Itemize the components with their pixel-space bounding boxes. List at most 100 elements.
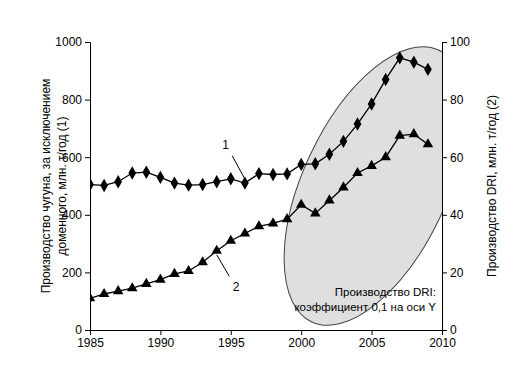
tick-label: 20: [450, 266, 464, 280]
marker: [113, 285, 124, 294]
tick-mark: [85, 330, 90, 331]
tick: 1990: [148, 330, 175, 350]
tick-label: 800: [62, 93, 82, 107]
leader-line: [217, 255, 230, 277]
leader-line: [232, 156, 245, 179]
marker: [338, 181, 349, 190]
marker: [100, 179, 108, 192]
tick-label: 2010: [429, 336, 456, 350]
marker: [185, 178, 193, 191]
marker: [297, 158, 305, 171]
tick-label: 1995: [218, 336, 245, 350]
marker: [269, 168, 277, 181]
marker: [114, 175, 122, 188]
axis-yticks: 02004006008001000: [55, 35, 90, 337]
marker: [324, 194, 335, 203]
marker: [99, 288, 110, 297]
marker: [409, 128, 420, 137]
tick: 20: [442, 266, 464, 280]
axis-line: [91, 331, 443, 336]
highlight-ellipse: [246, 42, 442, 330]
labels: 12Производство чугуна, за исключениемдом…: [39, 79, 499, 313]
marker: [183, 265, 194, 274]
series-label: 2: [233, 280, 240, 294]
marker: [128, 166, 136, 179]
tick-label: 0: [450, 323, 457, 337]
tick: 0: [75, 323, 90, 337]
tick: 1000: [55, 35, 90, 49]
tick-mark: [85, 42, 90, 43]
axis-line: [443, 43, 448, 331]
tick-label: 0: [75, 323, 82, 337]
marker: [213, 175, 221, 188]
marker: [171, 176, 179, 189]
marker: [90, 292, 95, 301]
marker: [354, 117, 362, 130]
tick-mark: [442, 215, 447, 216]
marker: [311, 157, 319, 170]
tick-mark: [442, 330, 447, 331]
tick: 80: [442, 93, 464, 107]
tick-label: 1990: [148, 336, 175, 350]
marker: [283, 167, 291, 180]
marker: [410, 55, 418, 68]
tick-mark: [442, 157, 447, 158]
marker: [227, 172, 235, 185]
marker: [199, 178, 207, 191]
tick-mark: [85, 272, 90, 273]
tick-mark: [372, 330, 373, 335]
tick: 200: [62, 266, 90, 280]
tick: 1995: [218, 330, 245, 350]
marker: [141, 278, 152, 287]
annotation: коэффициент 0,1 на оси Y: [294, 301, 436, 313]
marker: [127, 282, 138, 291]
tick-mark: [160, 330, 161, 335]
tick-mark: [85, 215, 90, 216]
marker: [155, 274, 166, 283]
tick-label: 60: [450, 151, 464, 165]
tick-mark: [231, 330, 232, 335]
tick: 2000: [288, 330, 315, 350]
marker: [368, 97, 376, 110]
background: [246, 42, 442, 330]
marker: [169, 268, 180, 277]
tick-label: 40: [450, 208, 464, 222]
tick-mark: [85, 157, 90, 158]
tick-label: 200: [62, 266, 82, 280]
tick-label: 100: [450, 35, 470, 49]
tick-mark: [442, 100, 447, 101]
marker: [157, 171, 165, 184]
marker: [423, 138, 434, 147]
axis-line: [85, 43, 91, 331]
tick-label: 2005: [359, 336, 386, 350]
annotation: Производство DRI:: [335, 286, 436, 298]
tick-mark: [442, 42, 447, 43]
tick: 40: [442, 208, 464, 222]
marker: [255, 167, 263, 180]
tick-label: 1985: [77, 336, 104, 350]
tick: 2005: [359, 330, 386, 350]
marker: [424, 63, 432, 76]
marker: [142, 165, 150, 178]
tick-mark: [85, 100, 90, 101]
tick-label: 80: [450, 93, 464, 107]
y2-axis-title: Производство DRI, млн. т/год (2): [485, 95, 499, 277]
marker: [380, 151, 391, 160]
tick-mark: [442, 272, 447, 273]
marker: [90, 178, 94, 191]
marker: [352, 167, 363, 176]
marker: [197, 256, 208, 265]
tick-label: 1000: [55, 35, 82, 49]
series-line: [90, 134, 428, 298]
axis-y2ticks: 0 20 40 60 80 100: [442, 35, 470, 337]
marker: [382, 73, 390, 86]
tick: 0: [442, 323, 457, 337]
tick-mark: [301, 330, 302, 335]
marker: [396, 51, 404, 64]
y-axis-title: доменного, млн. т/год (1): [55, 117, 69, 256]
marker: [282, 213, 293, 222]
marker: [268, 217, 279, 226]
marker: [211, 245, 222, 254]
axis-xticks: 1985 1990 1995 2000 2005 2010: [77, 330, 456, 350]
marker: [310, 207, 321, 216]
